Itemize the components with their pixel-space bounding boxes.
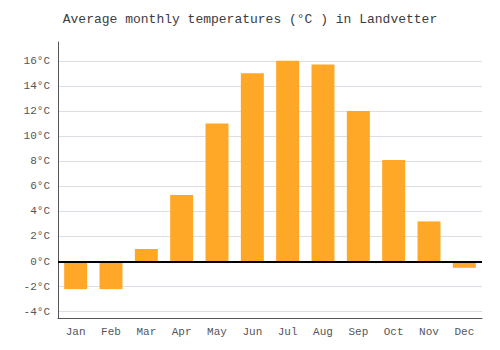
svg-text:2°C: 2°C <box>30 230 50 242</box>
svg-text:14°C: 14°C <box>24 80 51 92</box>
svg-text:0°C: 0°C <box>30 256 50 268</box>
svg-text:Average monthly temperatures (: Average monthly temperatures (°C ) in La… <box>63 12 437 27</box>
svg-text:12°C: 12°C <box>24 105 51 117</box>
svg-text:Apr: Apr <box>172 326 192 338</box>
svg-text:6°C: 6°C <box>30 180 50 192</box>
svg-text:Feb: Feb <box>101 326 121 338</box>
svg-text:Jun: Jun <box>242 326 262 338</box>
svg-text:Nov: Nov <box>419 326 439 338</box>
svg-text:Dec: Dec <box>454 326 474 338</box>
svg-text:Oct: Oct <box>384 326 404 338</box>
svg-text:10°C: 10°C <box>24 130 51 142</box>
svg-text:May: May <box>207 326 227 338</box>
svg-text:Jul: Jul <box>278 326 298 338</box>
svg-text:Jan: Jan <box>66 326 86 338</box>
svg-text:-2°C: -2°C <box>24 281 51 293</box>
svg-text:16°C: 16°C <box>24 55 51 67</box>
svg-text:8°C: 8°C <box>30 155 50 167</box>
svg-text:Mar: Mar <box>136 326 156 338</box>
svg-text:4°C: 4°C <box>30 205 50 217</box>
svg-text:Sep: Sep <box>348 326 368 338</box>
svg-text:Aug: Aug <box>313 326 333 338</box>
svg-text:-4°C: -4°C <box>24 306 51 318</box>
